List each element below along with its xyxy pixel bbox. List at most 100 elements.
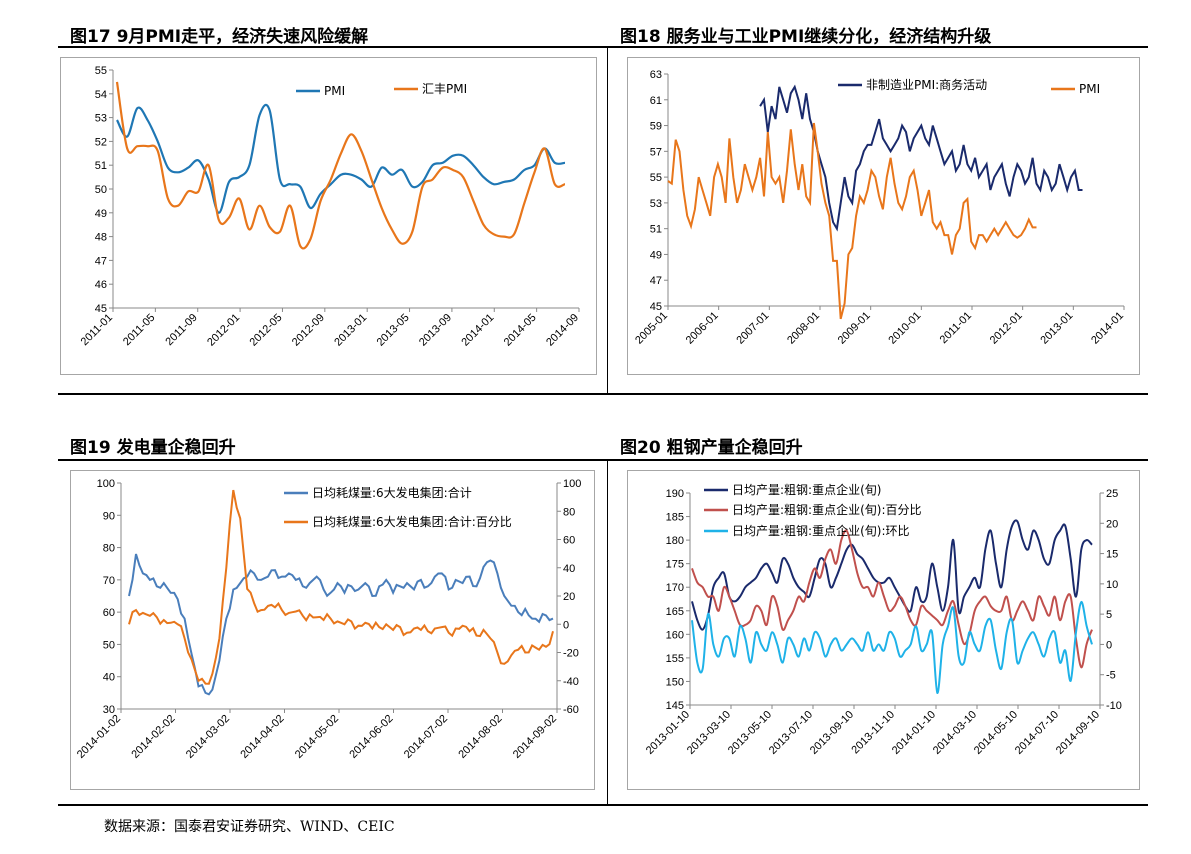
chart20-y-right-tick-label: 15 <box>1106 549 1118 561</box>
chart17-x-tick-label: 2013-01 <box>332 312 369 349</box>
chart18-y-tick-label: 45 <box>650 301 662 313</box>
chart18-y-tick-label: 61 <box>650 95 662 107</box>
chart20-legend-label: 日均产量:粗钢:重点企业(旬):环比 <box>732 523 910 538</box>
chart18-y-tick-label: 63 <box>650 69 662 81</box>
chart18-series-line-0 <box>759 84 1083 232</box>
chart18-y-tick-label: 47 <box>650 275 662 287</box>
chart17-y-tick-label: 48 <box>95 232 107 244</box>
chart19-y-right-tick-label: -40 <box>563 676 579 688</box>
chart17-series-line-1 <box>115 81 566 250</box>
chart18-y-tick-label: 53 <box>650 198 662 210</box>
divider-row2 <box>607 461 608 804</box>
bottom-rule-row1 <box>58 393 1148 395</box>
panel-title-17: 图17 9月PMI走平，经济失速风险缓解 <box>70 27 369 47</box>
chart17-y-tick-label: 46 <box>95 279 107 291</box>
chart20-y-right-tick-label: 0 <box>1106 639 1112 651</box>
chart17-x-tick-label: 2012-09 <box>290 312 327 349</box>
chart19-x-tick-label: 2014-01-02 <box>75 713 123 761</box>
chart17-legend-label: 汇丰PMI <box>422 82 467 96</box>
top-rule-row2 <box>58 459 1148 461</box>
chart19-x-tick-label: 2014-08-02 <box>456 713 504 761</box>
chart18-series-line-1 <box>667 122 1037 320</box>
chart19-y-right-tick-label: 0 <box>563 619 569 631</box>
chart18-x-tick-label: 2010-01 <box>886 310 923 347</box>
divider-row1 <box>607 48 608 393</box>
chart-20: 145 150 155 160 165 170 175 180 185 190 -10 -5 0 5 10 1… <box>627 470 1140 790</box>
chart18-y-tick-label: 49 <box>650 249 662 261</box>
chart18-x-tick-label: 2014-01 <box>1089 310 1126 347</box>
chart17-legend-label: PMI <box>324 84 345 98</box>
chart17-series-line-0 <box>116 103 566 214</box>
panel-title-18: 图18 服务业与工业PMI继续分化，经济结构升级 <box>620 27 992 47</box>
chart19-legend-label: 日均耗煤量:6大发电集团:合计 <box>312 485 472 500</box>
chart17-x-tick-label: 2014-05 <box>502 312 539 349</box>
chart-18-svg: 45 47 49 51 53 55 57 59 61 63 2005-01 2006-01 2007-0… <box>633 69 1126 347</box>
chart17-y-tick-label: 55 <box>95 65 107 77</box>
chart-19-svg: 30 40 50 60 70 80 90 100 -60 -40 -20 0 20 40 60 80 100 20… <box>75 478 582 761</box>
chart19-y-right-tick-label: 20 <box>563 591 575 603</box>
chart19-y-right-tick-label: 60 <box>563 535 575 547</box>
chart18-x-tick-label: 2006-01 <box>684 310 721 347</box>
top-rule-row1 <box>58 46 1148 48</box>
chart17-x-tick-label: 2014-01 <box>459 312 496 349</box>
chart19-legend-label: 日均耗煤量:6大发电集团:合计:百分比 <box>312 514 512 529</box>
chart17-x-tick-label: 2012-01 <box>205 312 242 349</box>
chart20-series-line-0 <box>691 519 1093 631</box>
chart18-legend-label: 非制造业PMI:商务活动 <box>866 77 987 92</box>
chart17-y-tick-label: 47 <box>95 255 107 267</box>
chart20-y-right-tick-label: 25 <box>1106 488 1118 500</box>
chart20-y-left-tick-label: 155 <box>666 653 684 665</box>
chart19-x-tick-label: 2014-03-02 <box>184 713 232 761</box>
chart20-series-line-2 <box>691 600 1093 694</box>
chart-20-svg: 145 150 155 160 165 170 175 180 185 190 -10 -5 0 5 10 1… <box>644 482 1122 757</box>
chart20-legend-label: 日均产量:粗钢:重点企业(旬) <box>732 482 881 497</box>
chart18-x-tick-label: 2011-01 <box>938 310 974 346</box>
chart19-y-right-tick-label: 40 <box>563 563 575 575</box>
chart18-legend-label: PMI <box>1079 82 1100 96</box>
chart19-x-tick-label: 2014-05-02 <box>293 713 341 761</box>
chart20-y-left-tick-label: 175 <box>666 559 684 571</box>
source-note: 数据来源：国泰君安证券研究、WIND、CEIC <box>104 819 395 835</box>
chart20-y-right-tick-label: -10 <box>1106 700 1122 712</box>
chart19-y-right-tick-label: 100 <box>563 478 581 490</box>
chart19-series-line-1 <box>128 489 554 685</box>
chart20-y-left-tick-label: 145 <box>666 700 684 712</box>
chart19-y-left-tick-label: 30 <box>103 704 115 716</box>
chart20-y-left-tick-label: 185 <box>666 512 684 524</box>
panel-title-19: 图19 发电量企稳回升 <box>70 438 236 458</box>
chart20-y-left-tick-label: 165 <box>666 606 684 618</box>
chart-18: 45 47 49 51 53 55 57 59 61 63 2005-01 2006-01 2007-0… <box>627 57 1140 375</box>
chart18-y-tick-label: 55 <box>650 172 662 184</box>
chart19-x-tick-label: 2014-04-02 <box>238 713 286 761</box>
chart20-y-left-tick-label: 180 <box>666 535 684 547</box>
chart20-y-right-tick-label: 5 <box>1106 609 1112 621</box>
chart18-x-tick-label: 2012-01 <box>988 310 1025 347</box>
chart19-x-tick-label: 2014-06-02 <box>347 713 395 761</box>
chart19-y-right-tick-label: -20 <box>563 648 579 660</box>
chart18-x-tick-label: 2007-01 <box>734 310 771 347</box>
chart18-y-tick-label: 59 <box>650 121 662 133</box>
chart19-x-tick-label: 2014-09-02 <box>511 713 559 761</box>
chart18-x-tick-label: 2008-01 <box>785 310 822 347</box>
chart-17: 45 46 47 48 49 50 51 52 53 54 55 2011-01 2011-05 2011… <box>60 57 597 375</box>
chart19-series-line-0 <box>128 553 554 696</box>
chart18-y-tick-label: 57 <box>650 146 662 158</box>
chart19-y-left-tick-label: 90 <box>103 510 115 522</box>
chart17-x-tick-label: 2011-05 <box>121 312 157 348</box>
chart19-y-right-tick-label: -60 <box>563 704 579 716</box>
chart17-x-tick-label: 2011-01 <box>79 312 115 348</box>
chart18-y-tick-label: 51 <box>650 224 662 236</box>
chart18-x-tick-label: 2013-01 <box>1038 310 1075 347</box>
chart20-legend-label: 日均产量:粗钢:重点企业(旬):百分比 <box>732 502 922 517</box>
chart20-y-left-tick-label: 170 <box>666 582 684 594</box>
chart17-x-tick-label: 2014-09 <box>544 312 581 349</box>
chart19-y-left-tick-label: 100 <box>97 478 115 490</box>
chart20-y-right-tick-label: 10 <box>1106 579 1118 591</box>
chart20-y-left-tick-label: 160 <box>666 629 684 641</box>
panel-title-20: 图20 粗钢产量企稳回升 <box>620 438 803 458</box>
chart17-y-tick-label: 54 <box>95 89 107 101</box>
chart17-x-tick-label: 2011-09 <box>163 312 199 348</box>
chart19-y-right-tick-label: 80 <box>563 506 575 518</box>
chart17-y-tick-label: 49 <box>95 208 107 220</box>
chart20-y-left-tick-label: 190 <box>666 488 684 500</box>
